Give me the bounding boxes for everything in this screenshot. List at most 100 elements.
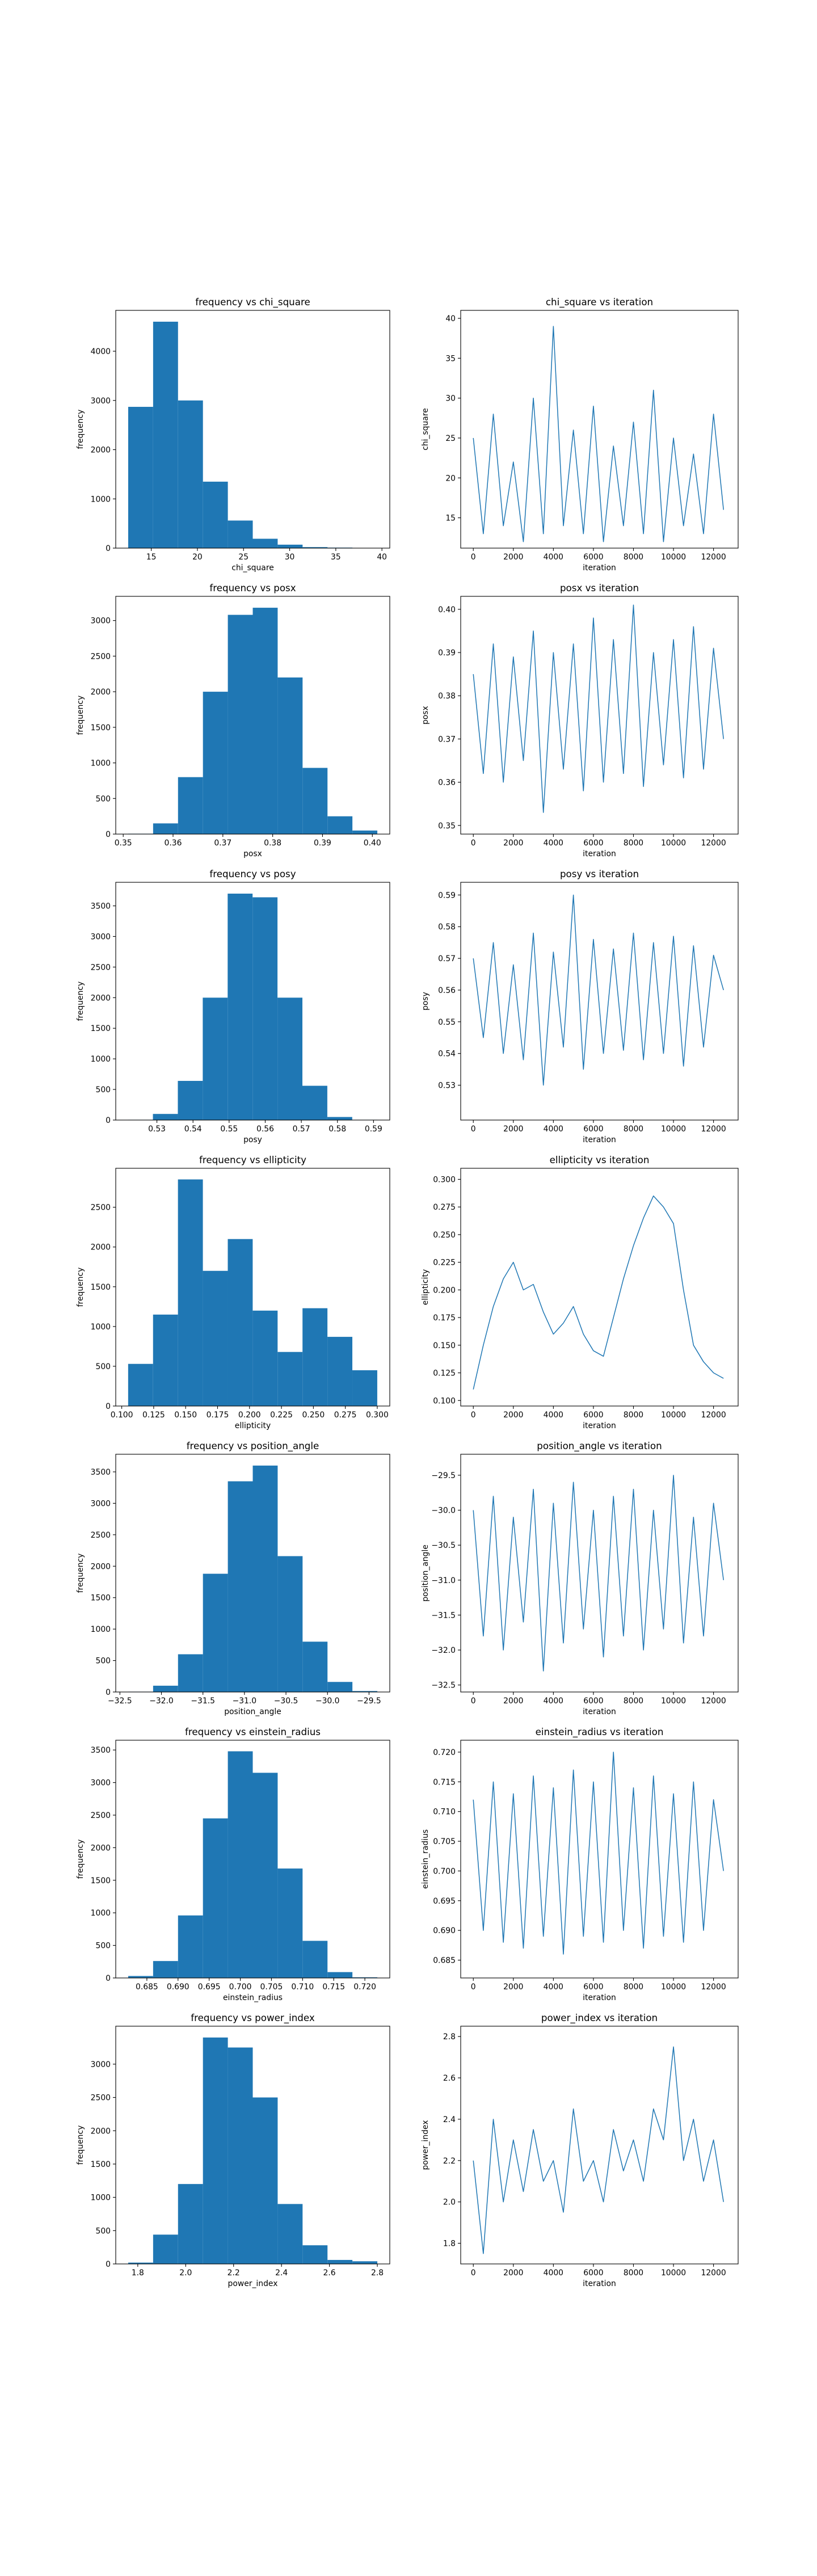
x-tick-label: 0	[471, 1125, 476, 1134]
y-tick-label: 0.56	[438, 986, 456, 995]
y-tick-label: 0	[106, 1974, 111, 1983]
bar	[178, 1180, 203, 1406]
bar	[128, 1364, 153, 1406]
y-tick-label: 500	[95, 1942, 111, 1951]
y-tick-label: 0.53	[438, 1081, 456, 1091]
y-tick-label: 0.150	[433, 1341, 456, 1350]
trace-line	[473, 1475, 723, 1671]
y-axis-label: frequency	[76, 1554, 85, 1593]
x-tick-label: 0.720	[353, 1982, 376, 1992]
x-axis-label: iteration	[583, 849, 616, 858]
x-tick-label: 8000	[624, 2268, 643, 2278]
x-tick-label: 20	[192, 553, 203, 562]
y-tick-label: 0	[106, 830, 111, 839]
y-tick-label: 2500	[91, 652, 111, 661]
x-tick-label: 0.700	[229, 1982, 252, 1992]
y-tick-label: 0.720	[433, 1748, 456, 1757]
x-tick-label: 8000	[624, 1697, 643, 1706]
bar	[178, 1654, 203, 1692]
bar	[178, 1916, 203, 1978]
y-tick-label: 3000	[91, 2060, 111, 2069]
y-tick-label: 3000	[91, 1499, 111, 1508]
y-tick-label: 0.125	[433, 1369, 456, 1378]
bar	[277, 997, 302, 1120]
x-tick-label: 4000	[544, 2268, 563, 2278]
x-tick-label: 0	[471, 1697, 476, 1706]
x-tick-label: 0.40	[364, 839, 381, 848]
x-axis-label: position_angle	[224, 1707, 281, 1716]
x-tick-label: 12000	[701, 839, 726, 848]
x-tick-label: 10000	[661, 1125, 686, 1134]
y-tick-label: 500	[95, 1085, 111, 1095]
y-tick-label: 2.8	[443, 2032, 456, 2042]
bar	[277, 1352, 302, 1406]
x-tick-label: −30.0	[315, 1697, 340, 1706]
x-tick-label: 4000	[544, 1125, 563, 1134]
chart-title: position_angle vs iteration	[537, 1440, 662, 1452]
chart-title: frequency vs ellipticity	[199, 1154, 306, 1165]
x-tick-label: −29.5	[357, 1697, 381, 1706]
y-tick-label: 0	[106, 544, 111, 553]
trace-line	[473, 1196, 723, 1390]
y-tick-label: 3500	[91, 1746, 111, 1755]
x-axis-label: einstein_radius	[223, 1993, 283, 2002]
y-tick-label: 3500	[91, 1468, 111, 1477]
y-tick-label: −30.5	[431, 1541, 456, 1550]
bar	[203, 997, 228, 1120]
bar	[203, 692, 228, 834]
bar	[252, 897, 277, 1120]
y-axis-label: position_angle	[421, 1544, 430, 1602]
chart-title: chi_square vs iteration	[546, 296, 653, 308]
x-tick-label: 2000	[503, 2268, 523, 2278]
bar	[327, 2260, 352, 2264]
x-tick-label: 10000	[661, 2268, 686, 2278]
y-tick-label: 1500	[91, 1283, 111, 1292]
x-tick-label: 4000	[544, 553, 563, 562]
y-tick-label: 1000	[91, 2194, 111, 2203]
bar	[153, 823, 178, 834]
y-tick-label: 2000	[91, 1243, 111, 1252]
bar	[277, 545, 302, 548]
y-tick-label: 2500	[91, 963, 111, 972]
y-tick-label: 2.4	[443, 2115, 456, 2124]
y-tick-label: 2500	[91, 2094, 111, 2103]
x-tick-label: 0.710	[291, 1982, 314, 1992]
bar	[277, 1556, 302, 1692]
x-axis-label: iteration	[583, 563, 616, 573]
y-axis-label: einstein_radius	[421, 1829, 430, 1889]
bar	[302, 1641, 327, 1692]
subplot: −32.5−32.0−31.5−31.0−30.5−30.0−29.505001…	[76, 1440, 390, 1716]
trace-line	[473, 895, 723, 1085]
y-axis-label: chi_square	[421, 408, 430, 451]
y-tick-label: 0.690	[433, 1926, 456, 1935]
y-tick-label: 1500	[91, 1024, 111, 1033]
x-tick-label: 12000	[701, 1697, 726, 1706]
bar	[228, 615, 253, 834]
y-tick-label: 1500	[91, 1594, 111, 1603]
y-tick-label: 2500	[91, 1811, 111, 1820]
x-tick-label: 0.57	[293, 1125, 310, 1134]
y-tick-label: −30.0	[431, 1506, 456, 1516]
y-axis-label: frequency	[76, 1840, 85, 1879]
x-tick-label: 0.250	[302, 1411, 325, 1420]
axes-frame	[461, 1168, 738, 1406]
x-tick-label: 0	[471, 1411, 476, 1420]
x-tick-label: −31.5	[191, 1697, 215, 1706]
bar	[302, 1086, 327, 1120]
y-tick-label: 1000	[91, 759, 111, 768]
bar	[228, 894, 252, 1120]
y-tick-label: 1500	[91, 1876, 111, 1885]
y-axis-label: frequency	[76, 982, 85, 1021]
x-tick-label: 0.300	[366, 1411, 389, 1420]
x-tick-label: 25	[238, 553, 249, 562]
bar	[327, 1117, 352, 1120]
y-tick-label: −31.5	[431, 1611, 456, 1620]
x-axis-label: iteration	[583, 1993, 616, 2002]
